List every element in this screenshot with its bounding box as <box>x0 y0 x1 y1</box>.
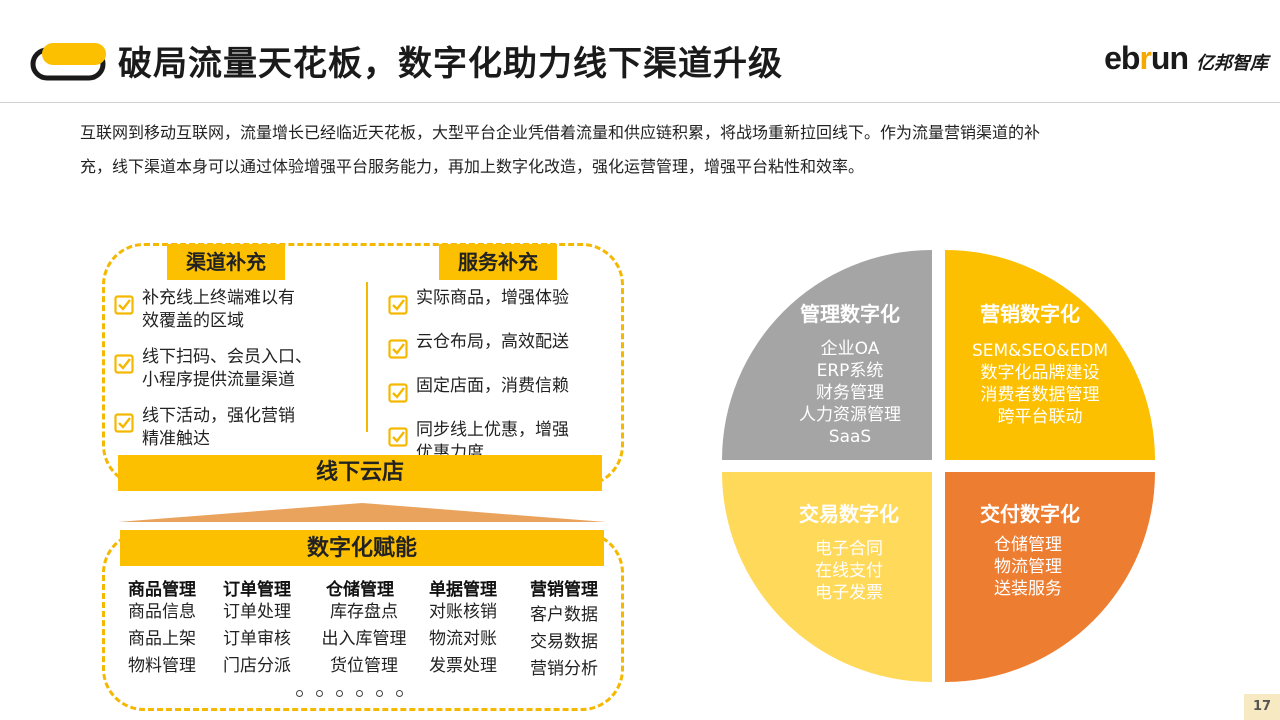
offline-store-bar: 线下云店 <box>118 455 602 491</box>
category-items: 对账核销 物流对账 发票处理 <box>429 602 497 676</box>
channel-tag: 渠道补充 <box>167 244 285 280</box>
logo-mark-icon <box>30 43 106 81</box>
check-box-icon <box>388 383 408 403</box>
channel-list: 补充线上终端难以有 效覆盖的区域 线下扫码、会员入口、 小程序提供流量渠道 线下活动… <box>114 287 354 451</box>
check-box-icon <box>388 339 408 359</box>
dot-icon <box>376 690 383 697</box>
quadrant-delivery: 交付数字化 仓储管理 物流管理 送装服务 <box>945 472 1155 682</box>
check-box-icon <box>388 295 408 315</box>
list-item: 固定店面，消费信赖 <box>388 375 618 403</box>
category-title: 订单管理 <box>223 580 291 600</box>
dot-icon <box>296 690 303 697</box>
category-items: 订单处理 订单审核 门店分派 <box>223 602 291 676</box>
page-title: 破局流量天花板，数字化助力线下渠道升级 <box>118 44 783 84</box>
digital-empower-bar: 数字化赋能 <box>120 530 604 566</box>
dot-icon <box>316 690 323 697</box>
header-divider <box>0 102 1280 103</box>
quadrant-marketing: 营销数字化 SEM&SEO&EDM 数字化品牌建设 消费者数据管理 跨平台联动 <box>945 250 1155 460</box>
quadrant-management: 管理数字化 企业OA ERP系统 财务管理 人力资源管理 SaaS <box>722 250 932 460</box>
quadrant-lines: 电子合同 在线支付 电子发票 <box>815 539 883 603</box>
quadrant-title: 营销数字化 <box>980 302 1080 326</box>
check-box-icon <box>114 413 134 433</box>
brand-en: ebrun <box>1104 40 1189 76</box>
intro-line: 互联网到移动互联网，流量增长已经临近天花板，大型平台企业凭借着流量和供应链积累，… <box>80 123 1041 142</box>
list-item: 线下活动，强化营销 精准触达 <box>114 405 354 451</box>
pagination-dots <box>296 690 403 697</box>
category-items: 商品信息 商品上架 物料管理 <box>128 602 196 676</box>
dot-icon <box>356 690 363 697</box>
list-item: 云仓布局，高效配送 <box>388 331 618 359</box>
quadrant-title: 管理数字化 <box>800 302 900 326</box>
dot-icon <box>336 690 343 697</box>
quadrant-title: 交付数字化 <box>980 502 1080 526</box>
dot-icon <box>396 690 403 697</box>
quadrant-title: 交易数字化 <box>799 502 899 526</box>
list-item: 线下扫码、会员入口、 小程序提供流量渠道 <box>114 346 354 392</box>
page-number: 17 <box>1244 694 1280 720</box>
service-tag: 服务补充 <box>439 244 557 280</box>
quadrant-lines: 企业OA ERP系统 财务管理 人力资源管理 SaaS <box>799 339 901 447</box>
category-items: 客户数据 交易数据 营销分析 <box>530 605 598 679</box>
quadrant-transaction: 交易数字化 电子合同 在线支付 电子发票 <box>722 472 932 682</box>
brand-cn: 亿邦智库 <box>1196 53 1268 74</box>
service-list: 实际商品，增强体验 云仓布局，高效配送 固定店面，消费信赖 同步线上优惠，增强优… <box>388 287 618 465</box>
check-box-icon <box>388 427 408 447</box>
intro-paragraph: 互联网到移动互联网，流量增长已经临近天花板，大型平台企业凭借着流量和供应链积累，… <box>80 116 1210 184</box>
category-title: 商品管理 <box>128 580 196 600</box>
check-box-icon <box>114 295 134 315</box>
intro-line: 充，线下渠道本身可以通过体验增强平台服务能力，再加上数字化改造，强化运营管理，增… <box>80 157 865 176</box>
category-title: 单据管理 <box>429 580 497 600</box>
category-title: 仓储管理 <box>326 580 394 600</box>
list-item: 实际商品，增强体验 <box>388 287 618 315</box>
brand-logo: ebrun 亿邦智库 <box>1104 40 1268 77</box>
arrow-up-shape <box>118 503 606 522</box>
category-items: 库存盘点 出入库管理 货位管理 <box>321 602 407 676</box>
check-box-icon <box>114 354 134 374</box>
category-title: 营销管理 <box>530 580 598 600</box>
quadrant-lines: 仓储管理 物流管理 送装服务 <box>994 535 1062 599</box>
list-item: 补充线上终端难以有 效覆盖的区域 <box>114 287 354 333</box>
quadrant-lines: SEM&SEO&EDM 数字化品牌建设 消费者数据管理 跨平台联动 <box>971 341 1109 427</box>
column-divider <box>366 282 368 432</box>
